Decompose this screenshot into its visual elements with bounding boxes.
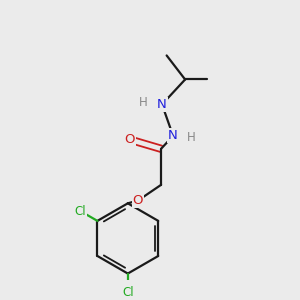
Text: N: N <box>157 98 167 111</box>
Text: H: H <box>187 131 196 144</box>
Text: N: N <box>168 129 178 142</box>
Text: O: O <box>124 133 135 146</box>
Text: H: H <box>139 96 148 109</box>
Text: Cl: Cl <box>75 205 86 218</box>
Text: Cl: Cl <box>122 286 134 299</box>
Text: O: O <box>133 194 143 207</box>
